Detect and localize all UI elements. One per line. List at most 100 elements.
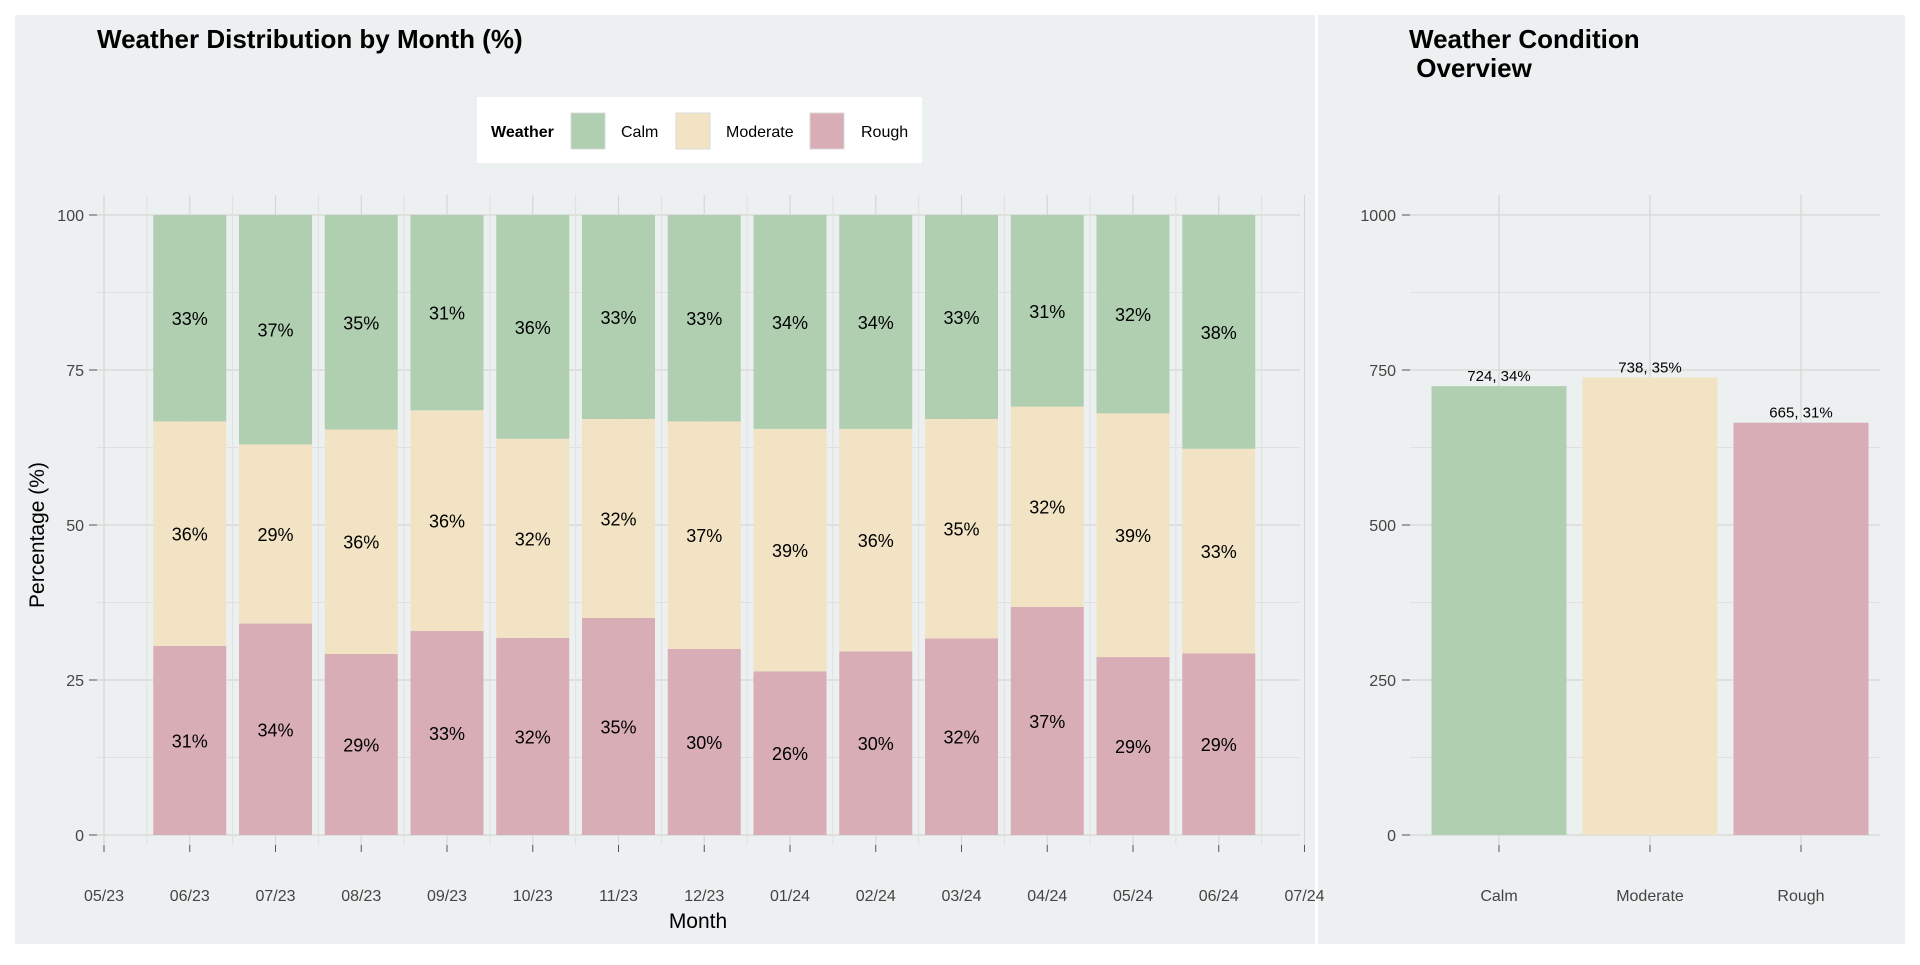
bar-moderate-02-24 (839, 428, 913, 652)
right-y-tick-label: 750 (1369, 363, 1396, 380)
bar-label-rough-02-24: 30% (858, 734, 894, 754)
total-bar-calm (1431, 386, 1567, 835)
left-x-tick-label: 08/23 (341, 888, 381, 905)
bar-moderate-05-24 (1096, 413, 1170, 658)
bar-label-moderate-07-23: 29% (257, 525, 293, 545)
bar-calm-12-23 (667, 215, 741, 422)
right-y-ticks: 0 250 500 750 1000 (1360, 208, 1410, 845)
left-x-tick-label: 05/24 (1113, 888, 1153, 905)
bar-label-rough-09-23: 33% (429, 724, 465, 744)
bar-label-moderate-03-24: 35% (943, 520, 979, 540)
right-x-tick-label: Calm (1480, 888, 1517, 905)
legend-key-rough (809, 112, 845, 150)
bar-rough-09-23 (410, 631, 484, 835)
bar-label-calm-11-23: 33% (600, 308, 636, 328)
bar-label-rough-06-23: 31% (172, 731, 208, 751)
left-x-tick-label: 09/23 (427, 888, 467, 905)
bar-label-calm-07-23: 37% (257, 321, 293, 341)
left-x-tick-label: 12/23 (684, 888, 724, 905)
bar-calm-04-24 (1010, 215, 1084, 407)
bar-label-rough-04-24: 37% (1029, 712, 1065, 732)
bar-calm-07-23 (239, 215, 312, 445)
total-bar-label-moderate: 738, 35% (1618, 359, 1681, 376)
bar-rough-07-23 (239, 623, 312, 835)
left-x-tick-label: 02/24 (856, 888, 896, 905)
bar-label-rough-11-23: 35% (600, 718, 636, 738)
bar-calm-05-24 (1096, 215, 1170, 414)
left-x-tick-label: 04/24 (1027, 888, 1067, 905)
total-bar-label-rough: 665, 31% (1769, 405, 1832, 422)
bar-calm-06-23 (153, 215, 227, 422)
legend-label-moderate: Moderate (726, 124, 794, 141)
right-chart-title-line-2: Overview (1409, 53, 1533, 83)
bar-label-calm-10-23: 36% (515, 318, 551, 338)
left-x-tick-label: 07/23 (255, 888, 295, 905)
bar-calm-03-24 (925, 215, 998, 419)
bar-label-moderate-05-24: 39% (1115, 526, 1151, 546)
bar-label-rough-05-24: 29% (1115, 737, 1151, 757)
bar-moderate-09-23 (410, 410, 484, 632)
bar-label-rough-12-23: 30% (686, 733, 722, 753)
legend-label-rough: Rough (861, 124, 908, 141)
right-y-tick-label: 0 (1387, 828, 1396, 845)
bar-moderate-06-23 (153, 421, 227, 646)
total-bar-label-calm: 724, 34% (1467, 368, 1530, 385)
left-x-tick-label: 07/24 (1284, 888, 1324, 905)
right-x-tick-label: Rough (1777, 888, 1824, 905)
bar-label-moderate-04-24: 32% (1029, 498, 1065, 518)
bar-rough-05-24 (1096, 657, 1170, 835)
left-x-tick-label: 05/23 (84, 888, 124, 905)
bar-rough-08-23 (324, 653, 398, 835)
bar-moderate-07-23 (239, 444, 312, 624)
bar-label-rough-01-24: 26% (772, 744, 808, 764)
bar-label-calm-02-24: 34% (858, 313, 894, 333)
total-bar-rough (1733, 422, 1869, 835)
right-x-ticks: Calm Moderate Rough (1480, 845, 1825, 905)
bar-label-rough-10-23: 32% (515, 727, 551, 747)
left-y-tick-label: 0 (75, 828, 84, 845)
bar-moderate-03-24 (925, 418, 998, 639)
legend-key-calm (570, 112, 606, 150)
right-y-tick-label: 1000 (1360, 208, 1396, 225)
bar-label-moderate-06-24: 33% (1201, 542, 1237, 562)
bar-label-rough-07-23: 34% (257, 720, 293, 740)
bar-calm-09-23 (410, 215, 484, 411)
bar-label-rough-08-23: 29% (343, 735, 379, 755)
bar-rough-10-23 (496, 637, 570, 835)
left-y-tick-label: 50 (66, 518, 84, 535)
bar-label-moderate-11-23: 32% (600, 509, 636, 529)
bar-label-calm-03-24: 33% (943, 308, 979, 328)
right-y-tick-label: 250 (1369, 673, 1396, 690)
total-bar-moderate (1582, 377, 1718, 835)
bar-label-calm-08-23: 35% (343, 313, 379, 333)
bar-calm-10-23 (496, 215, 570, 439)
bar-label-calm-01-24: 34% (772, 313, 808, 333)
left-y-axis-title: Percentage (%) (26, 462, 49, 608)
left-y-tick-label: 100 (57, 208, 84, 225)
bar-label-calm-04-24: 31% (1029, 302, 1065, 322)
legend-key-moderate (675, 112, 711, 150)
bar-label-calm-05-24: 32% (1115, 305, 1151, 325)
bar-rough-02-24 (839, 651, 913, 835)
bar-label-moderate-12-23: 37% (686, 526, 722, 546)
left-bars (153, 215, 1256, 835)
bar-calm-06-24 (1182, 215, 1256, 449)
left-x-tick-label: 01/24 (770, 888, 810, 905)
bar-label-calm-06-23: 33% (172, 309, 208, 329)
bar-moderate-06-24 (1182, 448, 1256, 654)
bar-label-moderate-06-23: 36% (172, 525, 208, 545)
left-chart-title: Weather Distribution by Month (%) (97, 24, 523, 54)
bar-calm-11-23 (582, 215, 655, 419)
right-y-tick-label: 500 (1369, 518, 1396, 535)
bar-calm-08-23 (324, 215, 398, 430)
bar-rough-03-24 (925, 638, 998, 835)
bar-label-moderate-10-23: 32% (515, 529, 551, 549)
right-x-tick-label: Moderate (1616, 888, 1684, 905)
left-x-tick-label: 11/23 (599, 888, 638, 905)
left-bar-labels: 31% 36% 33% 34% 29% 37% 29% 36% 35% 33% 36% 31% 32% 3… (172, 302, 1237, 764)
bar-moderate-11-23 (582, 418, 655, 618)
bar-rough-11-23 (582, 618, 655, 835)
left-x-tick-label: 06/24 (1199, 888, 1239, 905)
left-x-tick-label: 06/23 (170, 888, 210, 905)
